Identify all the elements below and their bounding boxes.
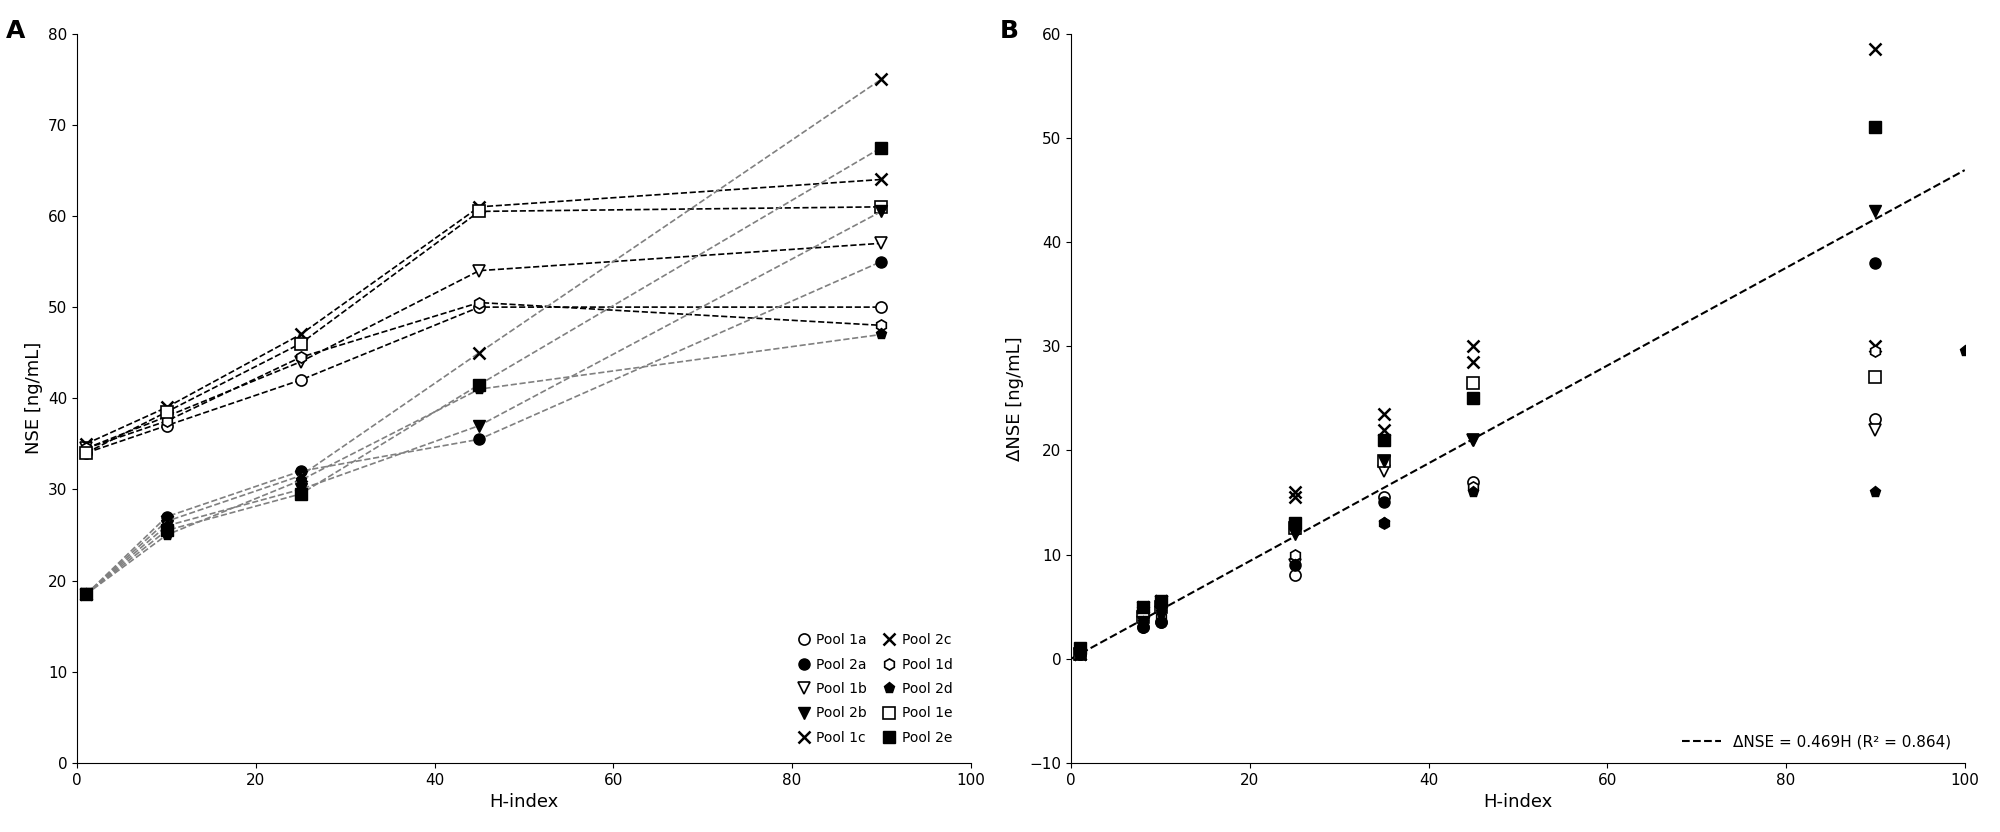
Legend: ΔNSE = 0.469H (R² = 0.864): ΔNSE = 0.469H (R² = 0.864): [1676, 728, 1958, 755]
X-axis label: H-index: H-index: [1484, 793, 1552, 811]
Legend: Pool 1a, Pool 2a, Pool 1b, Pool 2b, Pool 1c, Pool 2c, Pool 1d, Pool 2d, Pool 1e,: Pool 1a, Pool 2a, Pool 1b, Pool 2b, Pool…: [786, 622, 964, 756]
X-axis label: H-index: H-index: [490, 793, 558, 811]
Y-axis label: NSE [ng/mL]: NSE [ng/mL]: [24, 342, 42, 454]
Text: B: B: [1000, 19, 1018, 43]
Y-axis label: ΔNSE [ng/mL]: ΔNSE [ng/mL]: [1006, 336, 1024, 461]
Text: A: A: [6, 19, 26, 43]
